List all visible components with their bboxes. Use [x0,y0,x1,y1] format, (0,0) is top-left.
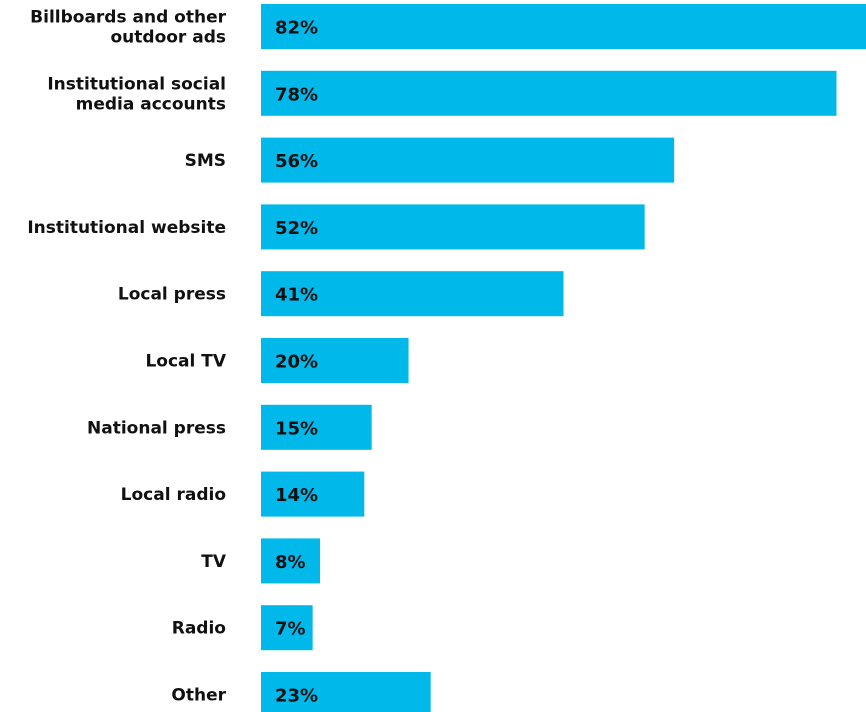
value-label-6: 15% [275,418,318,439]
bar-3 [261,204,645,250]
bar-10 [261,672,431,712]
value-label-1: 78% [275,84,318,105]
category-label-10: Other [171,686,226,706]
bar-5 [261,338,409,383]
category-label-7: Local radio [121,485,226,505]
bar-0 [261,4,866,49]
bar-4 [261,271,564,317]
value-label-7: 14% [275,485,318,506]
category-label-1: Institutional social media accounts [47,74,226,114]
category-label-6-line-0: National press [87,418,226,438]
category-label-10-line-0: Other [171,686,226,706]
category-label-2: SMS [185,151,226,171]
category-label-0-line-0: Billboards and other [30,8,226,28]
category-label-9: Radio [172,619,226,639]
bar-6 [261,404,372,450]
bar-2 [261,137,675,183]
category-label-4-line-0: Local press [118,285,226,305]
value-label-4: 41% [275,285,318,306]
category-label-8: TV [201,552,227,572]
category-label-3: Institutional website [27,218,226,238]
category-label-1-line-1: media accounts [76,94,226,114]
category-label-7-line-0: Local radio [121,485,226,505]
category-label-4: Local press [118,285,226,305]
category-label-8-line-0: TV [201,552,227,572]
value-label-8: 8% [275,552,306,573]
value-label-5: 20% [275,352,318,373]
value-label-10: 23% [275,686,318,707]
category-label-5: Local TV [145,352,226,372]
category-label-0-line-1: outdoor ads [111,28,227,48]
bars-group [261,4,866,712]
category-label-3-line-0: Institutional website [27,218,226,238]
bar-7 [261,471,365,517]
category-label-0: Billboards and other outdoor ads [30,8,226,48]
category-label-5-line-0: Local TV [145,352,226,372]
bar-1 [261,70,837,116]
category-labels-group: Billboards and other outdoor ads Instituti… [27,8,227,706]
value-label-3: 52% [275,218,318,239]
category-label-9-line-0: Radio [172,619,226,639]
value-label-0: 82% [275,18,318,39]
category-label-1-line-0: Institutional social [47,74,226,94]
value-label-9: 7% [275,619,306,640]
bar-9 [261,605,313,651]
category-label-2-line-0: SMS [185,151,226,171]
value-labels-group: 82% 78% 56% 52% 41% 20% 15% 14% 8% 7% 23% [275,18,318,707]
bar-8 [261,538,321,584]
value-label-2: 56% [275,151,318,172]
category-label-6: National press [87,418,226,438]
